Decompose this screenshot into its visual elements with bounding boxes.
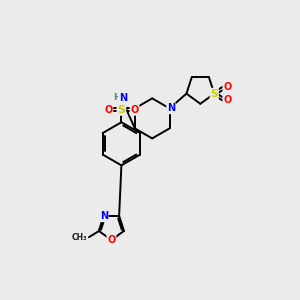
Text: S: S	[117, 105, 125, 115]
Text: N: N	[100, 212, 108, 221]
Text: O: O	[107, 235, 116, 245]
Text: N: N	[167, 103, 175, 113]
Text: O: O	[223, 95, 232, 105]
Text: S: S	[211, 89, 218, 99]
Text: O: O	[223, 82, 232, 92]
Text: O: O	[104, 105, 112, 115]
Text: N: N	[119, 93, 127, 103]
Text: O: O	[130, 105, 139, 115]
Text: H: H	[113, 93, 121, 102]
Text: CH₃: CH₃	[71, 233, 87, 242]
